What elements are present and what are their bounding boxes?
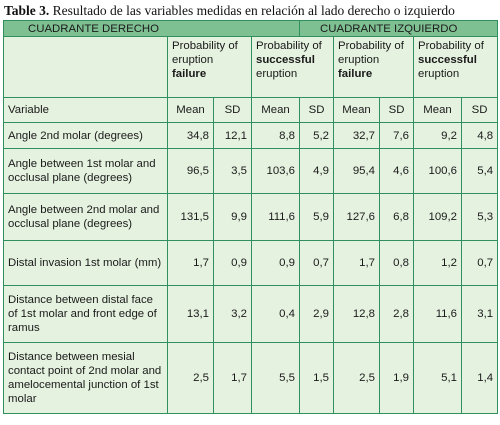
cell-value: 13,1 — [167, 285, 214, 343]
table-row: Angle between 2nd molar and occlusal pla… — [3, 193, 499, 241]
cell-value: 1,7 — [167, 240, 214, 286]
mean-header: Mean — [167, 97, 214, 123]
cell-value: 5,1 — [413, 342, 463, 414]
cell-value: 1,7 — [213, 342, 252, 414]
cell-value: 109,2 — [413, 193, 463, 241]
quadrant-left: CUADRANTE IZQUIERDO — [299, 20, 499, 37]
table-caption: Table 3. Resultado de las variables medi… — [4, 3, 496, 19]
table-row: Angle 2nd molar (degrees) 34,8 12,1 8,8 … — [3, 122, 499, 149]
cell-value: 100,6 — [413, 148, 463, 194]
row-label: Angle between 1st molar and occlusal pla… — [3, 148, 168, 194]
cell-value: 103,6 — [250, 148, 301, 194]
group-right-success: Probability of successful eruption — [250, 36, 335, 98]
cell-value: 111,6 — [250, 193, 301, 241]
cell-value: 2,5 — [167, 342, 214, 414]
table-row: Distance between distal face of 1st mola… — [3, 285, 499, 343]
group-empty-cell — [3, 36, 168, 98]
row-label: Distance between mesial contact point of… — [3, 342, 168, 414]
row-label: Angle between 2nd molar and occlusal pla… — [3, 193, 168, 241]
cell-value: 6,8 — [379, 193, 415, 241]
cell-value: 1,2 — [413, 240, 463, 286]
cell-value: 3,1 — [461, 285, 499, 343]
quadrant-header-row: CUADRANTE DERECHO CUADRANTE IZQUIERDO — [2, 20, 499, 37]
results-table: CUADRANTE DERECHO CUADRANTE IZQUIERDO Pr… — [2, 20, 499, 414]
sd-header: SD — [379, 97, 415, 123]
cell-value: 12,1 — [213, 122, 252, 149]
cell-value: 4,6 — [379, 148, 415, 194]
cell-value: 3,5 — [213, 148, 252, 194]
cell-value: 34,8 — [167, 122, 214, 149]
mean-header: Mean — [333, 97, 381, 123]
group-header-row: Probability of eruption failure Probabil… — [3, 36, 499, 98]
table-row: Angle between 1st molar and occlusal pla… — [3, 148, 499, 194]
group-left-failure: Probability of eruption failure — [333, 36, 415, 98]
caption-label: Table 3. — [4, 3, 50, 18]
cell-value: 127,6 — [333, 193, 381, 241]
cell-value: 3,2 — [213, 285, 252, 343]
cell-value: 12,8 — [333, 285, 381, 343]
cell-value: 5,5 — [250, 342, 301, 414]
mean-header: Mean — [413, 97, 463, 123]
cell-value: 2,5 — [333, 342, 381, 414]
quadrant-right: CUADRANTE DERECHO — [2, 20, 301, 37]
cell-value: 5,9 — [299, 193, 335, 241]
column-header-row: Variable Mean SD Mean SD Mean SD Mean SD — [3, 97, 499, 123]
cell-value: 7,6 — [379, 122, 415, 149]
cell-value: 5,2 — [299, 122, 335, 149]
sd-header: SD — [461, 97, 499, 123]
cell-value: 1,5 — [299, 342, 335, 414]
table-row: Distance between mesial contact point of… — [3, 342, 499, 414]
cell-value: 0,4 — [250, 285, 301, 343]
cell-value: 5,3 — [461, 193, 499, 241]
cell-value: 32,7 — [333, 122, 381, 149]
cell-value: 96,5 — [167, 148, 214, 194]
cell-value: 2,8 — [379, 285, 415, 343]
caption-text: Resultado de las variables medidas en re… — [52, 3, 455, 18]
group-left-success: Probability of successful eruption — [413, 36, 499, 98]
cell-value: 8,8 — [250, 122, 301, 149]
cell-value: 0,9 — [213, 240, 252, 286]
row-label: Distal invasion 1st molar (mm) — [3, 240, 168, 286]
cell-value: 9,9 — [213, 193, 252, 241]
cell-value: 1,9 — [379, 342, 415, 414]
cell-value: 131,5 — [167, 193, 214, 241]
sd-header: SD — [213, 97, 252, 123]
variable-header: Variable — [3, 97, 168, 123]
cell-value: 4,8 — [461, 122, 499, 149]
row-label: Distance between distal face of 1st mola… — [3, 285, 168, 343]
cell-value: 9,2 — [413, 122, 463, 149]
cell-value: 5,4 — [461, 148, 499, 194]
row-label: Angle 2nd molar (degrees) — [3, 122, 168, 149]
table-row: Distal invasion 1st molar (mm) 1,7 0,9 0… — [3, 240, 499, 286]
cell-value: 0,9 — [250, 240, 301, 286]
sd-header: SD — [299, 97, 335, 123]
cell-value: 4,9 — [299, 148, 335, 194]
cell-value: 11,6 — [413, 285, 463, 343]
cell-value: 1,7 — [333, 240, 381, 286]
cell-value: 95,4 — [333, 148, 381, 194]
mean-header: Mean — [250, 97, 301, 123]
cell-value: 1,4 — [461, 342, 499, 414]
cell-value: 2,9 — [299, 285, 335, 343]
cell-value: 0,8 — [379, 240, 415, 286]
cell-value: 0,7 — [461, 240, 499, 286]
cell-value: 0,7 — [299, 240, 335, 286]
group-right-failure: Probability of eruption failure — [167, 36, 252, 98]
